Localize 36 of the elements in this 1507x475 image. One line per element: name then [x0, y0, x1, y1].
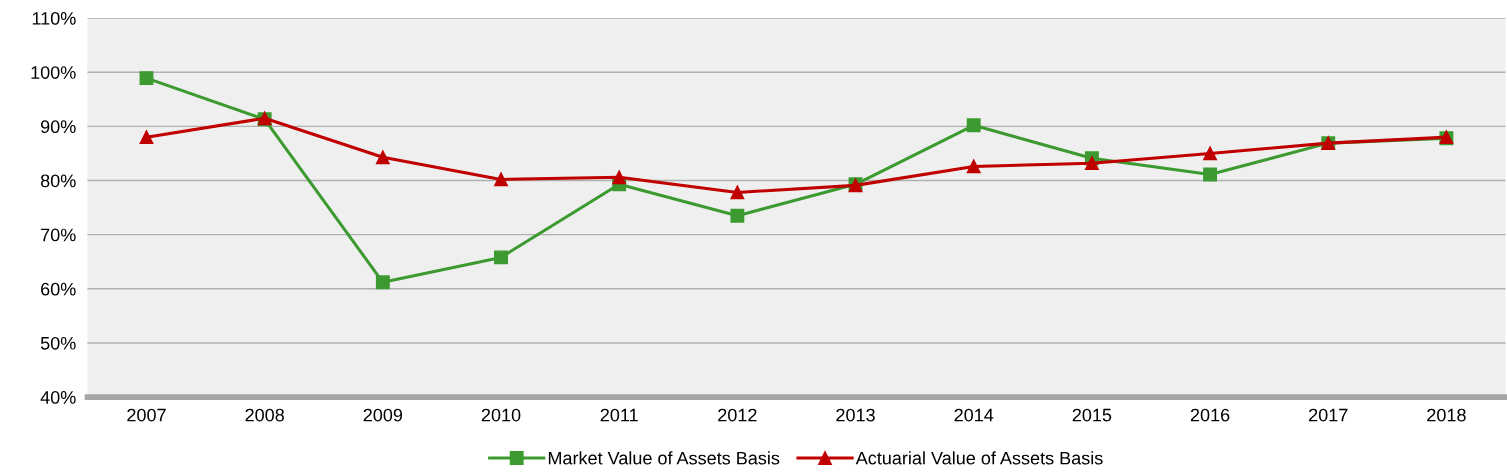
legend-label: Market Value of Assets Basis: [548, 451, 780, 465]
point: [1203, 167, 1218, 182]
x-tick-label: 2016: [1190, 408, 1230, 422]
x-tick-label: 2018: [1427, 408, 1466, 422]
point: [139, 71, 154, 86]
x-tick-label: 2009: [363, 408, 403, 422]
point: [966, 159, 981, 174]
x-tick-label: 2012: [718, 408, 757, 422]
y-tick-label: 100%: [31, 66, 76, 79]
x-tick-label: 2010: [481, 408, 521, 422]
point: [139, 130, 154, 145]
y-tick-label: 90%: [41, 120, 76, 134]
point: [494, 250, 508, 265]
y-tick-label: 110%: [32, 11, 76, 25]
x-tick-label: 2008: [245, 408, 284, 422]
point: [612, 170, 627, 185]
point: [1203, 146, 1218, 161]
point: [494, 172, 508, 187]
point: [1084, 156, 1099, 171]
x-tick-label: 2011: [600, 408, 638, 422]
y-tick-label: 60%: [41, 282, 76, 296]
y-tick-label: 40%: [40, 391, 76, 404]
y-tick-label: 50%: [40, 336, 76, 350]
point: [375, 275, 390, 290]
x-tick-label: 2015: [1072, 408, 1112, 422]
y-tick-label: 80%: [40, 174, 76, 188]
x-tick-label: 2014: [954, 408, 994, 422]
point: [375, 150, 390, 165]
x-tick-label: 2007: [127, 408, 166, 422]
x-tick-label: 2013: [836, 408, 875, 422]
y-tick-label: 70%: [41, 228, 76, 242]
x-tick-label: 2017: [1309, 408, 1348, 422]
point: [730, 208, 745, 223]
point: [966, 118, 981, 133]
point: [730, 185, 745, 200]
legend-label: Actuarial Value of Assets Basis: [855, 451, 1103, 465]
